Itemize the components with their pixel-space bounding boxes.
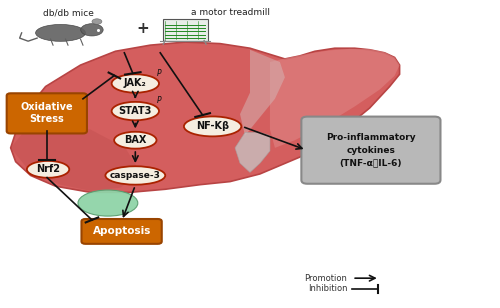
Text: NF-Kβ: NF-Kβ — [196, 121, 229, 132]
Ellipse shape — [78, 190, 138, 216]
FancyBboxPatch shape — [162, 19, 208, 41]
Ellipse shape — [114, 132, 156, 149]
Ellipse shape — [184, 116, 242, 136]
Text: Pro-inflammatory
cytokines
(TNF-α、IL-6): Pro-inflammatory cytokines (TNF-α、IL-6) — [326, 133, 416, 167]
Text: Oxidative
Stress: Oxidative Stress — [21, 102, 74, 124]
Text: STAT3: STAT3 — [118, 106, 152, 116]
Text: Inhibition: Inhibition — [308, 284, 347, 294]
Text: caspase-3: caspase-3 — [110, 171, 161, 180]
Text: P: P — [157, 69, 162, 78]
Ellipse shape — [80, 24, 103, 36]
Ellipse shape — [112, 102, 159, 120]
Text: db/db mice: db/db mice — [42, 8, 94, 17]
Text: a motor treadmill: a motor treadmill — [190, 8, 270, 17]
Ellipse shape — [36, 24, 86, 41]
Polygon shape — [10, 123, 140, 191]
Text: Nrf2: Nrf2 — [36, 164, 60, 174]
Text: +: + — [136, 21, 149, 36]
Text: P: P — [157, 96, 162, 105]
Polygon shape — [235, 132, 270, 172]
FancyBboxPatch shape — [302, 117, 440, 184]
Text: JAK₂: JAK₂ — [124, 79, 146, 88]
Polygon shape — [10, 42, 400, 192]
Ellipse shape — [92, 19, 102, 24]
Polygon shape — [240, 50, 285, 136]
Ellipse shape — [112, 74, 159, 93]
Text: BAX: BAX — [124, 135, 146, 145]
Text: Promotion: Promotion — [304, 274, 347, 283]
Ellipse shape — [106, 166, 165, 185]
Text: Apoptosis: Apoptosis — [92, 226, 151, 236]
FancyBboxPatch shape — [82, 219, 162, 244]
FancyBboxPatch shape — [6, 93, 87, 133]
Ellipse shape — [27, 161, 70, 178]
Polygon shape — [270, 49, 400, 148]
